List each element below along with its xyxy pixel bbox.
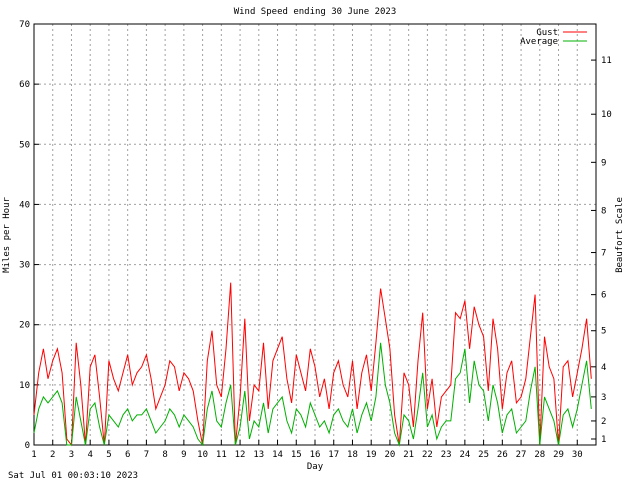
x-tick-label: 25	[478, 450, 489, 460]
x-tick-label: 17	[328, 450, 339, 460]
x-tick-label: 4	[87, 450, 92, 460]
x-tick-label: 14	[272, 450, 283, 460]
x-tick-label: 10	[197, 450, 208, 460]
beaufort-tick-label: 2	[601, 417, 606, 427]
series-line-average	[33, 342, 592, 447]
x-tick-label: 29	[553, 450, 564, 460]
x-tick-label: 12	[235, 450, 246, 460]
y-tick-label: 0	[25, 441, 30, 451]
x-tick-label: 3	[69, 450, 74, 460]
y-tick-label: 40	[19, 200, 30, 210]
beaufort-axis-label: Beaufort Scale	[615, 197, 625, 273]
x-tick-label: 21	[403, 450, 414, 460]
beaufort-tick-label: 5	[601, 327, 606, 337]
x-tick-label: 23	[441, 450, 452, 460]
beaufort-tick-label: 9	[601, 158, 606, 168]
legend-gust-label: Gust	[536, 28, 558, 38]
beaufort-tick-label: 10	[601, 110, 612, 120]
x-tick-label: 2	[50, 450, 55, 460]
y-tick-label: 70	[19, 20, 30, 30]
grid-lines	[34, 24, 596, 445]
y-axis-label: Miles per Hour	[2, 196, 12, 272]
x-tick-label: 27	[516, 450, 527, 460]
x-tick-label: 1	[31, 450, 36, 460]
x-tick-label: 30	[572, 450, 583, 460]
x-tick-label: 26	[497, 450, 508, 460]
x-tick-label: 9	[181, 450, 186, 460]
x-tick-label: 28	[534, 450, 545, 460]
x-tick-label: 15	[291, 450, 302, 460]
legend-average-label: Average	[520, 37, 558, 47]
x-tick-label: 11	[216, 450, 227, 460]
x-tick-label: 20	[385, 450, 396, 460]
x-tick-label: 13	[253, 450, 264, 460]
timestamp-footer: Sat Jul 01 00:03:10 2023	[8, 471, 138, 480]
x-tick-label: 8	[162, 450, 167, 460]
beaufort-tick-label: 6	[601, 291, 606, 301]
y-axis-ticks: 0 10 20 30 40 50 60 70	[19, 20, 39, 451]
x-tick-label: 18	[347, 450, 358, 460]
y-tick-label: 50	[19, 140, 30, 150]
x-tick-label: 24	[459, 450, 470, 460]
x-axis-ticks: 1 2 3 4 5 6 7 8 9 10 11 12 13 14 15 16 17 18 19 20 21 22 23 24 2…	[31, 440, 583, 460]
beaufort-tick-label: 4	[601, 363, 606, 373]
legend: Gust Average	[520, 28, 587, 47]
x-tick-label: 7	[144, 450, 149, 460]
beaufort-tick-label: 7	[601, 249, 606, 259]
x-tick-label: 22	[422, 450, 433, 460]
y-tick-label: 30	[19, 261, 30, 271]
x-tick-label: 16	[310, 450, 321, 460]
beaufort-tick-label: 1	[601, 435, 606, 445]
x-tick-label: 5	[106, 450, 111, 460]
beaufort-axis-ticks: 1 2 3 4 5 6 7 8 9 10 11	[591, 56, 612, 445]
series-lines	[33, 282, 592, 447]
x-tick-label: 6	[125, 450, 130, 460]
chart-title: Wind Speed ending 30 June 2023	[234, 7, 397, 17]
y-tick-label: 10	[19, 381, 30, 391]
beaufort-tick-label: 11	[601, 56, 612, 66]
y-tick-label: 60	[19, 80, 30, 90]
beaufort-tick-label: 8	[601, 206, 606, 216]
x-tick-label: 19	[366, 450, 377, 460]
beaufort-tick-label: 3	[601, 393, 606, 403]
series-line-gust	[33, 282, 592, 447]
y-tick-label: 20	[19, 321, 30, 331]
x-axis-label: Day	[307, 462, 324, 472]
